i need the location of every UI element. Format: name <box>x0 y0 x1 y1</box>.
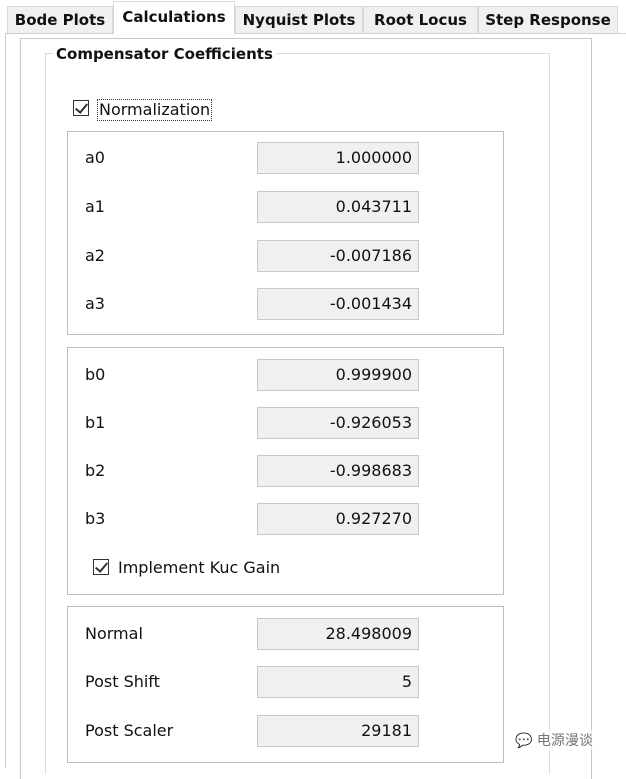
a3-label: a3 <box>85 294 105 313</box>
tab-nyquist-plots[interactable]: Nyquist Plots <box>235 6 363 33</box>
normalization-label[interactable]: Normalization <box>97 99 213 121</box>
a2-field[interactable]: -0.007186 <box>257 240 419 272</box>
kuc-gain-checkbox[interactable] <box>93 559 109 575</box>
watermark: 💬 电源漫谈 <box>515 730 593 750</box>
scaling-box <box>67 606 504 763</box>
b-coefficients-box <box>67 347 504 595</box>
normalization-checkbox[interactable] <box>73 100 89 116</box>
scroll-frame <box>20 38 592 779</box>
b3-field[interactable]: 0.927270 <box>257 503 419 535</box>
group-title: Compensator Coefficients <box>53 44 276 64</box>
a1-label: a1 <box>85 197 105 216</box>
b0-field[interactable]: 0.999900 <box>257 359 419 391</box>
a0-label: a0 <box>85 148 105 167</box>
normal-label: Normal <box>85 624 143 643</box>
tab-step-response[interactable]: Step Response <box>478 6 618 33</box>
post-scaler-label: Post Scaler <box>85 721 174 740</box>
b0-label: b0 <box>85 365 106 384</box>
b1-field[interactable]: -0.926053 <box>257 407 419 439</box>
tab-calculations[interactable]: Calculations <box>113 1 235 34</box>
b1-label: b1 <box>85 413 106 432</box>
a1-field[interactable]: 0.043711 <box>257 191 419 223</box>
b2-field[interactable]: -0.998683 <box>257 455 419 487</box>
post-scaler-field[interactable]: 29181 <box>257 715 419 747</box>
post-shift-field[interactable]: 5 <box>257 666 419 698</box>
b2-label: b2 <box>85 461 106 480</box>
kuc-gain-label[interactable]: Implement Kuc Gain <box>118 558 281 577</box>
tab-panel-border <box>5 33 626 34</box>
b3-label: b3 <box>85 509 106 528</box>
tab-bode-plots[interactable]: Bode Plots <box>7 6 113 33</box>
tab-root-locus[interactable]: Root Locus <box>363 6 478 33</box>
post-shift-label: Post Shift <box>85 672 160 691</box>
wechat-icon: 💬 <box>515 733 537 749</box>
watermark-text: 电源漫谈 <box>536 733 593 749</box>
normal-field[interactable]: 28.498009 <box>257 618 419 650</box>
a3-field[interactable]: -0.001434 <box>257 288 419 320</box>
tab-panel-border-left <box>5 33 6 768</box>
a0-field[interactable]: 1.000000 <box>257 142 419 174</box>
compensator-groupbox <box>45 53 550 774</box>
a-coefficients-box <box>67 131 504 335</box>
a2-label: a2 <box>85 246 105 265</box>
